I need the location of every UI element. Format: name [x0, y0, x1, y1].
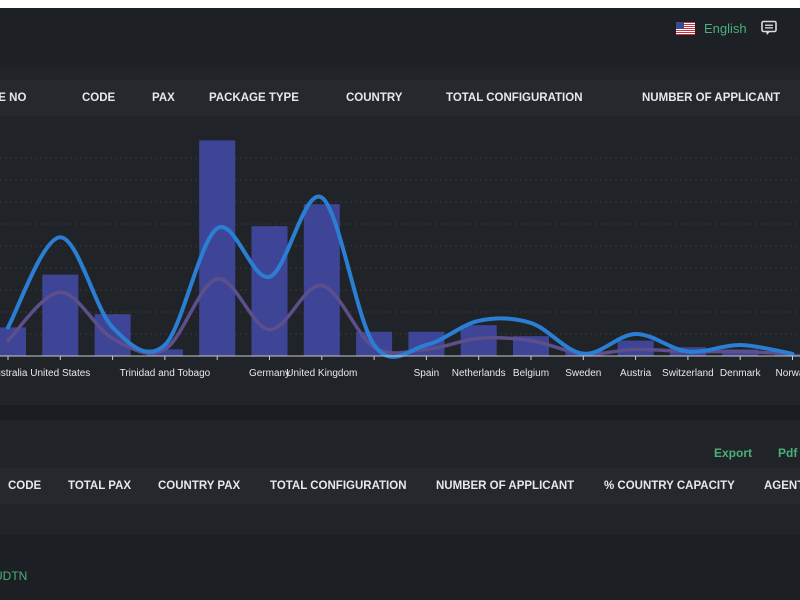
chart-bar[interactable]: [0, 327, 26, 356]
col-country-pax[interactable]: COUNTRY PAX: [158, 480, 241, 492]
x-tick-label: Spain: [414, 368, 440, 379]
language-label: English: [704, 21, 747, 36]
country-chart: AustraliaUnited States Trinidad and Tobag…: [0, 140, 800, 379]
x-tick-label: Denmark: [720, 368, 762, 379]
x-tick-label: Norway: [776, 368, 800, 379]
table1-header: RE NO CODE PAX PACKAGE TYPE COUNTRY TOTA…: [0, 80, 800, 116]
col-total-pax[interactable]: TOTAL PAX: [68, 480, 132, 492]
col-agent[interactable]: AGENT: [764, 480, 800, 492]
col-number-of-applicant[interactable]: NUMBER OF APPLICANT: [642, 92, 781, 104]
col-code[interactable]: CODE: [8, 480, 42, 492]
x-tick-label: Netherlands: [452, 368, 506, 379]
col-total-configuration[interactable]: TOTAL CONFIGURATION: [446, 92, 583, 104]
chart-bar[interactable]: [94, 314, 131, 356]
message-icon[interactable]: [761, 20, 777, 36]
export-button[interactable]: Export: [714, 446, 753, 460]
table2-header: CODE TOTAL PAX COUNTRY PAX TOTAL CONFIGU…: [0, 468, 800, 504]
col-code[interactable]: CODE: [82, 92, 116, 104]
country-applicant-panel: RE NO CODE PAX PACKAGE TYPE COUNTRY TOTA…: [0, 65, 800, 405]
col-re-no[interactable]: RE NO: [0, 92, 27, 104]
chart-bar[interactable]: [42, 274, 79, 356]
x-tick-label: Belgium: [513, 368, 549, 379]
x-tick-label: Sweden: [565, 368, 601, 379]
country-capacity-panel: Export Pdf CODE TOTAL PAX COUNTRY PAX TO…: [0, 420, 800, 600]
col-number-of-applicant[interactable]: NUMBER OF APPLICANT: [436, 480, 575, 492]
language-selector[interactable]: English: [676, 21, 747, 36]
col-country-capacity[interactable]: % COUNTRY CAPACITY: [604, 480, 735, 492]
col-total-configuration[interactable]: TOTAL CONFIGURATION: [270, 480, 407, 492]
window-top-edge: [0, 0, 800, 8]
x-tick-label: United Kingdom: [286, 368, 357, 379]
x-tick-label: United States: [30, 368, 90, 379]
chart-bar[interactable]: [146, 349, 183, 356]
x-tick-label: Austria: [620, 368, 652, 379]
col-country[interactable]: COUNTRY: [346, 92, 403, 104]
x-tick-label: Australia: [0, 368, 28, 379]
series-line: [6, 194, 795, 359]
chart-bar[interactable]: [251, 226, 288, 356]
pdf-button[interactable]: Pdf: [778, 446, 798, 460]
table-row[interactable]: UDTN: [0, 535, 800, 600]
chart-bar[interactable]: [303, 204, 340, 356]
x-tick-label: Switzerland: [662, 368, 714, 379]
us-flag-icon: [676, 22, 695, 35]
x-tick-label: Germany: [249, 368, 290, 379]
top-bar: English: [0, 8, 800, 65]
x-tick-label: Trinidad and Tobago: [120, 368, 211, 379]
col-package-type[interactable]: PACKAGE TYPE: [209, 92, 299, 104]
col-pax[interactable]: PAX: [152, 92, 175, 104]
row-code-cell[interactable]: UDTN: [0, 569, 28, 583]
